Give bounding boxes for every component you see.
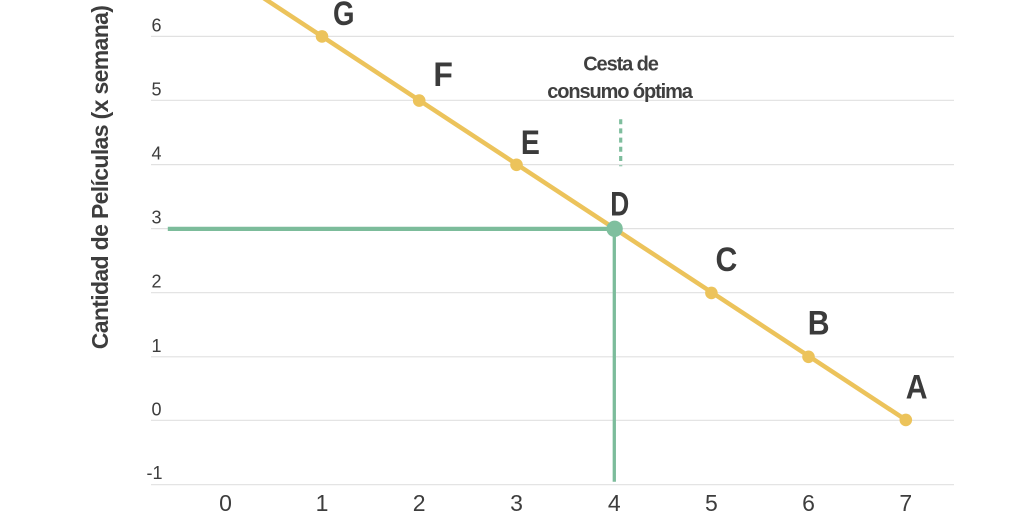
svg-text:2: 2 [413, 490, 426, 512]
svg-text:B: B [808, 304, 830, 342]
svg-text:0: 0 [219, 490, 232, 512]
svg-text:5: 5 [705, 490, 718, 512]
svg-text:E: E [521, 124, 540, 162]
svg-text:4: 4 [608, 490, 621, 512]
svg-text:4: 4 [151, 144, 161, 164]
svg-text:1: 1 [316, 490, 329, 512]
svg-text:D: D [610, 186, 629, 224]
svg-text:3: 3 [151, 208, 161, 228]
svg-text:3: 3 [510, 490, 523, 512]
svg-text:6: 6 [802, 490, 815, 512]
svg-text:Cesta de: Cesta de [583, 54, 659, 76]
svg-text:G: G [333, 0, 355, 33]
svg-text:1: 1 [151, 336, 161, 356]
svg-text:6: 6 [151, 15, 161, 35]
svg-text:2: 2 [151, 272, 161, 292]
svg-text:consumo óptima: consumo óptima [547, 81, 694, 103]
svg-text:Cantidad de Películas (x seman: Cantidad de Películas (x semana) [87, 6, 113, 350]
svg-text:7: 7 [899, 490, 912, 512]
svg-text:A: A [906, 369, 928, 407]
svg-text:-1: -1 [146, 463, 162, 483]
svg-text:F: F [433, 56, 453, 94]
svg-text:C: C [716, 241, 738, 279]
svg-text:5: 5 [151, 79, 161, 99]
svg-text:0: 0 [151, 399, 161, 419]
